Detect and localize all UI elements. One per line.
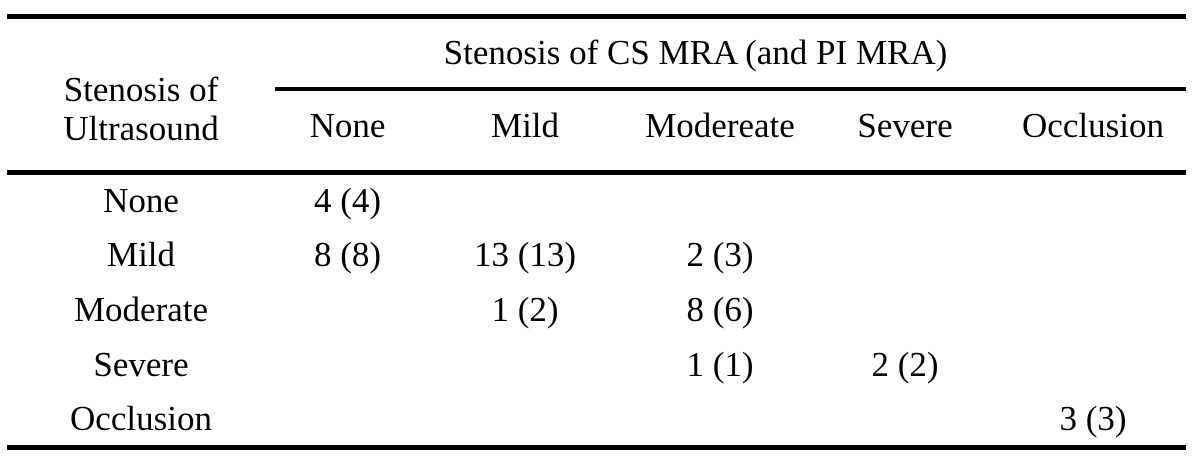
column-header-modereate: Modereate xyxy=(630,88,810,175)
table-cell xyxy=(630,173,810,228)
row-label-none: None xyxy=(103,181,179,220)
table-row-mild: Mild 8 (8) 13 (13) 2 (3) xyxy=(7,228,1186,283)
stub-header-line2: Ultrasound xyxy=(63,108,219,148)
table-cell xyxy=(275,393,420,448)
table-cell xyxy=(1000,228,1186,283)
table-cell xyxy=(810,283,1000,338)
table-cell xyxy=(275,338,420,393)
row-label-severe: Severe xyxy=(93,344,189,384)
stub-header-line1: Stenosis of xyxy=(63,70,219,109)
span-header-row: Stenosis of Ultrasound Stenosis of CS MR… xyxy=(7,16,1186,175)
table-cell: 13 (13) xyxy=(473,234,577,274)
row-label-mild: Mild xyxy=(106,234,176,274)
column-header-severe: Severe xyxy=(810,88,1000,175)
table-cell xyxy=(810,173,1000,228)
stenosis-comparison-table: Stenosis of Ultrasound Stenosis of CS MR… xyxy=(7,14,1186,450)
column-header-occlusion: Occlusion xyxy=(1000,88,1186,175)
table-cell xyxy=(420,173,630,228)
row-label-moderate: Moderate xyxy=(73,289,209,329)
table-cell xyxy=(420,393,630,448)
table-cell xyxy=(420,338,630,393)
row-label-occlusion: Occlusion xyxy=(70,398,212,438)
table-cell xyxy=(1000,338,1186,393)
table-cell xyxy=(630,393,810,448)
column-header-mild: Mild xyxy=(420,88,630,175)
table-cell: 2 (2) xyxy=(871,344,939,384)
column-header-none: None xyxy=(275,88,420,175)
table-row-severe: Severe 1 (1) 2 (2) xyxy=(7,338,1186,393)
table-cell: 1 (2) xyxy=(491,289,559,329)
span-header-cs-mra: Stenosis of CS MRA (and PI MRA) xyxy=(275,16,1186,91)
table-cell: 2 (3) xyxy=(686,234,754,274)
stub-header-ultrasound: Stenosis of Ultrasound xyxy=(7,16,275,175)
table-cell xyxy=(1000,283,1186,338)
table-cell xyxy=(810,228,1000,283)
table-cell xyxy=(1000,173,1186,228)
table-cell xyxy=(275,283,420,338)
column-header-row: None Mild Modereate Severe Occlusion xyxy=(7,88,1186,175)
table-row-moderate: Moderate 1 (2) 8 (6) xyxy=(7,283,1186,338)
table-cell xyxy=(810,393,1000,448)
table-row-occlusion: Occlusion 3 (3) xyxy=(7,393,1186,448)
table-cell: 8 (6) xyxy=(686,289,754,329)
table-cell: 3 (3) xyxy=(1059,398,1127,438)
table-row-none: None 4 (4) xyxy=(7,173,1186,228)
table-cell: 8 (8) xyxy=(313,234,382,274)
table-cell: 1 (1) xyxy=(686,344,754,384)
table-cell: 4 (4) xyxy=(313,181,382,220)
